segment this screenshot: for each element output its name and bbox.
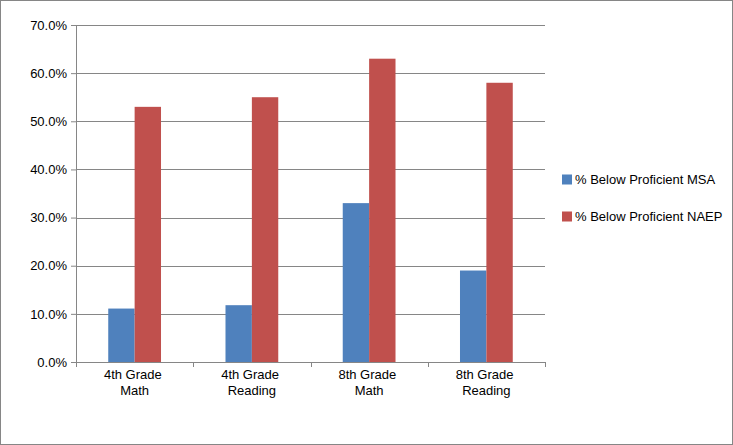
- y-tick: 60.0%: [30, 66, 76, 81]
- x-tick-label-line: 4th Grade: [221, 367, 282, 382]
- legend-swatch: [562, 212, 572, 222]
- y-tick-label: 30.0%: [30, 210, 67, 225]
- chart: 0.0% 10.0% 20.0% 30.0% 40.0% 50.0% 60.0% 70.0% 4…: [0, 0, 733, 445]
- bar: [369, 59, 395, 362]
- x-tick-label: 8th Grade Math: [338, 367, 399, 398]
- y-tick-label: 10.0%: [30, 307, 67, 322]
- y-tick: 30.0%: [30, 210, 76, 225]
- y-tick-mark: [71, 169, 76, 170]
- y-tick: 10.0%: [30, 307, 76, 322]
- bar-series: [135, 59, 513, 362]
- x-tick-label-line: Math: [120, 383, 149, 398]
- y-tick-label: 40.0%: [30, 162, 67, 177]
- y-tick: 50.0%: [30, 114, 76, 129]
- y-tick-mark: [71, 73, 76, 74]
- x-tick: 4th Grade Reading: [221, 362, 282, 398]
- y-tick-mark: [71, 266, 76, 267]
- y-axis-line: [76, 26, 77, 363]
- y-tick-label: 0.0%: [37, 355, 67, 370]
- y-tick-mark: [71, 218, 76, 219]
- category-separator: [545, 362, 546, 367]
- chart-frame: [1, 1, 733, 445]
- x-tick: 8th Grade Reading: [456, 362, 517, 398]
- plot: 0.0% 10.0% 20.0% 30.0% 40.0% 50.0% 60.0% 70.0% 4…: [30, 18, 545, 398]
- category-separators: [77, 362, 546, 367]
- grid-line: [76, 25, 545, 26]
- y-tick-mark: [71, 314, 76, 315]
- bars: [108, 59, 513, 362]
- y-tick: 40.0%: [30, 162, 76, 177]
- y-tick-mark: [71, 121, 76, 122]
- bar: [252, 97, 278, 362]
- x-tick-label-line: 4th Grade: [104, 367, 165, 382]
- x-tick-label: 4th Grade Reading: [221, 367, 282, 398]
- y-tick-label: 20.0%: [30, 258, 67, 273]
- x-tick-label: 4th Grade Math: [104, 367, 165, 398]
- legend-label: % Below Proficient NAEP: [575, 209, 722, 224]
- x-tick-label-line: Reading: [462, 383, 510, 398]
- bar: [460, 271, 486, 362]
- y-tick: 0.0%: [37, 355, 76, 370]
- x-tick-label-line: 8th Grade: [456, 367, 517, 382]
- x-tick-label-line: Math: [355, 383, 384, 398]
- y-axis: 0.0% 10.0% 20.0% 30.0% 40.0% 50.0% 60.0% 70.0%: [30, 18, 76, 370]
- y-tick-label: 60.0%: [30, 66, 67, 81]
- y-tick-mark: [71, 25, 76, 26]
- grid-line: [76, 362, 545, 363]
- x-axis: 4th Grade Math4th Grade Reading8th Grade…: [77, 362, 546, 398]
- legend-swatch: [562, 175, 572, 185]
- y-tick: 20.0%: [30, 258, 76, 273]
- x-tick-label: 8th Grade Reading: [456, 367, 517, 398]
- legend: % Below Proficient MSA % Below Proficient…: [562, 172, 722, 224]
- legend-item: % Below Proficient NAEP: [562, 209, 722, 224]
- x-tick-label-line: Reading: [228, 383, 276, 398]
- bar-series: [108, 203, 486, 362]
- category-separator: [428, 362, 429, 367]
- y-tick-mark: [71, 362, 76, 363]
- y-tick: 70.0%: [30, 18, 76, 33]
- category-separator: [193, 362, 194, 367]
- x-tick-label-line: 8th Grade: [338, 367, 399, 382]
- bar: [108, 309, 134, 362]
- bar: [343, 203, 369, 362]
- x-tick: 4th Grade Math: [104, 362, 165, 398]
- y-tick-label: 70.0%: [30, 18, 67, 33]
- x-tick: 8th Grade Math: [338, 362, 399, 398]
- y-tick-label: 50.0%: [30, 114, 67, 129]
- grid: [76, 26, 545, 363]
- legend-item: % Below Proficient MSA: [562, 172, 715, 187]
- bar: [486, 83, 512, 362]
- category-separator: [311, 362, 312, 367]
- category-separator: [76, 362, 77, 367]
- grid-line: [76, 73, 545, 74]
- bar: [135, 107, 161, 362]
- bar: [225, 305, 251, 362]
- legend-label: % Below Proficient MSA: [575, 172, 715, 187]
